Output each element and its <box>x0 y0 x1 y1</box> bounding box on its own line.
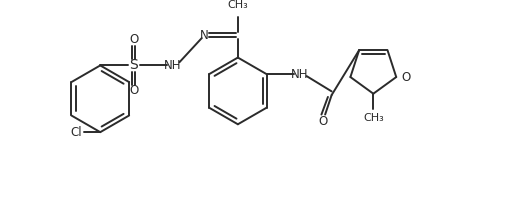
Text: NH: NH <box>164 59 182 72</box>
Text: O: O <box>402 71 411 83</box>
Text: O: O <box>129 33 138 46</box>
Text: Cl: Cl <box>70 126 82 139</box>
Text: O: O <box>319 115 328 128</box>
Text: CH₃: CH₃ <box>228 0 248 10</box>
Text: S: S <box>129 58 138 72</box>
Text: CH₃: CH₃ <box>363 113 384 123</box>
Text: NH: NH <box>291 68 309 81</box>
Text: N: N <box>200 29 209 42</box>
Text: O: O <box>129 84 138 97</box>
